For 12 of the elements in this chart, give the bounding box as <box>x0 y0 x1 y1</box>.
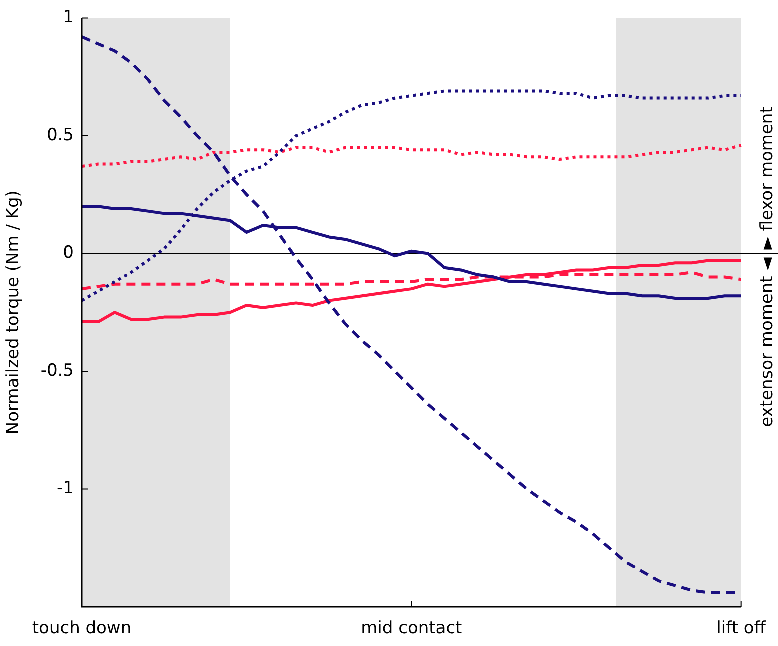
y-tick-label: 0.5 <box>46 125 74 146</box>
y-tick-label: 1 <box>63 8 74 28</box>
y-tick-label: -0.5 <box>40 360 74 381</box>
y-axis-title: Normailzed torque (Nm / Kg) <box>4 190 24 435</box>
text: extensor moment ◄ <box>757 256 778 428</box>
text: ► flexor moment <box>757 106 778 250</box>
x-tick-label: touch down <box>32 618 132 639</box>
line-series <box>80 144 743 168</box>
x-tick-label: mid contact <box>361 618 463 639</box>
x-tick-label: lift off <box>716 618 768 639</box>
y-tick-label: 0 <box>63 243 74 264</box>
y-tick-label: -1 <box>57 478 74 499</box>
